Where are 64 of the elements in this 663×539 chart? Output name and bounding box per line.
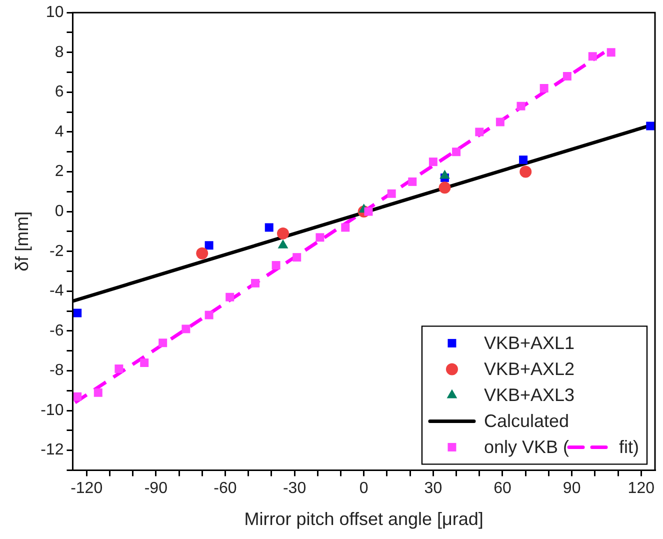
point (292, 253, 302, 262)
x-tick-label: -30 (282, 480, 306, 498)
point (475, 128, 484, 136)
x-tick-label: 60 (494, 480, 512, 498)
point (588, 52, 597, 61)
point (387, 189, 396, 198)
legend-label: Calculated (484, 411, 570, 432)
point (452, 148, 461, 156)
point (276, 227, 289, 240)
point (114, 364, 124, 373)
point (519, 156, 528, 164)
point (496, 118, 504, 126)
x-axis-title: Mirror pitch offset angle [μrad] (244, 509, 484, 530)
x-tick-label: 30 (424, 480, 442, 498)
x-tick-label: -90 (144, 480, 168, 498)
point (364, 207, 373, 216)
y-tick-label: 4 (54, 123, 64, 140)
legend-label: VKB+AXL2 (484, 359, 575, 380)
y-tick-label: 2 (54, 163, 64, 180)
y-tick-label: 6 (54, 84, 64, 101)
x-tick-label: 90 (562, 480, 581, 498)
point (316, 233, 324, 242)
point (226, 292, 234, 302)
point (516, 102, 526, 110)
point (94, 388, 102, 397)
y-tick-label: -8 (49, 362, 64, 380)
y-tick-label: -10 (40, 402, 64, 419)
y-tick-label: 8 (54, 44, 64, 61)
x-tick-label: 0 (359, 480, 368, 498)
y-tick-label: -4 (49, 282, 64, 300)
point (440, 170, 450, 179)
legend-label: VKB+AXL3 (484, 385, 575, 406)
point (606, 48, 616, 57)
y-tick-label: 0 (54, 202, 64, 220)
point (408, 177, 417, 186)
point (272, 261, 280, 270)
point (140, 358, 149, 368)
point (438, 182, 451, 194)
point (562, 72, 572, 81)
legend-label: fit) (619, 437, 640, 458)
point (196, 247, 208, 260)
point (73, 392, 82, 401)
point (204, 310, 214, 320)
point (204, 241, 214, 250)
x-tick-label: -60 (214, 480, 237, 498)
x-tick-label: 120 (628, 480, 655, 498)
point (182, 324, 190, 334)
point (646, 122, 655, 130)
x-tick-label: -120 (70, 480, 103, 498)
point (73, 308, 82, 318)
legend-label: VKB+AXL1 (484, 333, 575, 354)
y-tick-label: -12 (40, 442, 64, 459)
point (428, 158, 438, 166)
point (158, 338, 168, 348)
point (520, 166, 532, 178)
y-axis-title: δf [mm] (12, 211, 32, 272)
y-tick-label: -2 (49, 242, 64, 260)
legend-label: only VKB ( (484, 437, 570, 458)
point (540, 84, 548, 92)
y-tick-label: -6 (49, 322, 64, 340)
y-tick-label: 10 (46, 4, 64, 22)
point (251, 278, 260, 288)
point (264, 223, 274, 232)
point (341, 223, 350, 232)
